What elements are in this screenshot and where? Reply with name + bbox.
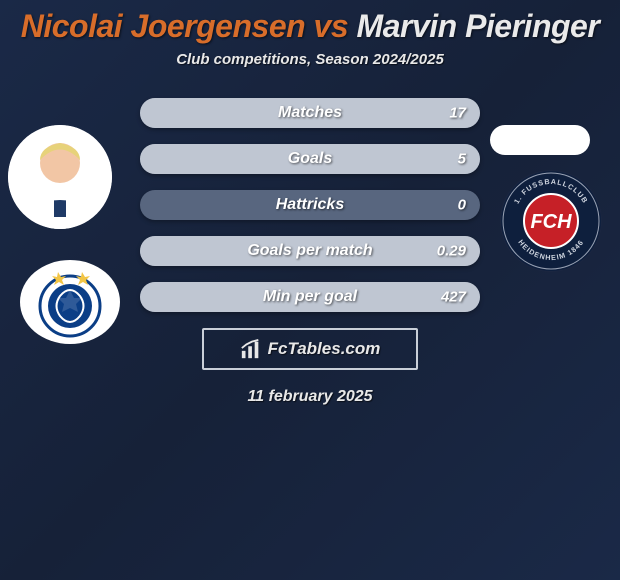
stat-bar: Matches17: [140, 98, 480, 128]
bar-value-right: 5: [458, 151, 466, 168]
vs-text: vs: [314, 8, 349, 44]
player1-name: Nicolai Joergensen: [21, 8, 305, 44]
subtitle: Club competitions, Season 2024/2025: [0, 51, 620, 68]
stat-bar: Min per goal427: [140, 282, 480, 312]
player1-club-badge: [20, 260, 120, 344]
player2-name: Marvin Pieringer: [357, 8, 600, 44]
comparison-title: Nicolai Joergensen vs Marvin Pieringer: [0, 0, 620, 51]
player1-avatar: [8, 125, 112, 229]
stat-bar: Goals5: [140, 144, 480, 174]
bar-value-right: 0.29: [437, 243, 466, 260]
bar-label: Matches: [140, 104, 480, 122]
player2-avatar-placeholder: [490, 125, 590, 155]
svg-text:FCH: FCH: [530, 211, 572, 233]
player2-club-badge: 1. FUSSBALLCLUB HEIDENHEIM 1846 FCH: [500, 170, 602, 272]
bar-label: Min per goal: [140, 288, 480, 306]
stats-bars: Matches17 Goals5 Hattricks0 Goals per match…: [140, 98, 480, 312]
bar-value-right: 17: [449, 105, 466, 122]
brand-box[interactable]: FcTables.com: [202, 328, 418, 370]
bar-value-right: 0: [458, 197, 466, 214]
bar-label: Hattricks: [140, 196, 480, 214]
bar-value-right: 427: [441, 289, 466, 306]
bar-label: Goals per match: [140, 242, 480, 260]
stat-bar: Hattricks0: [140, 190, 480, 220]
bar-label: Goals: [140, 150, 480, 168]
date-text: 11 february 2025: [0, 388, 620, 406]
chart-icon: [240, 338, 262, 360]
brand-text: FcTables.com: [268, 339, 381, 359]
stat-bar: Goals per match0.29: [140, 236, 480, 266]
